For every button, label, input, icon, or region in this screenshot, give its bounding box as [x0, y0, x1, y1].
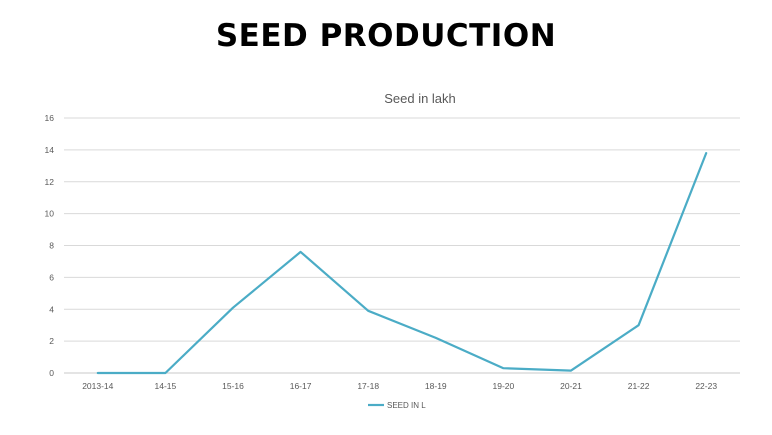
x-tick-label: 20-21: [560, 381, 582, 391]
x-tick-label: 16-17: [290, 381, 312, 391]
x-tick-label: 14-15: [155, 381, 177, 391]
series-line: [96, 152, 708, 375]
x-tick-label: 19-20: [493, 381, 515, 391]
y-tick-label: 6: [49, 272, 54, 282]
y-axis-ticks: 0 2 4 6 8 10 12 14 16: [45, 113, 55, 378]
legend-label: SEED IN L: [387, 401, 426, 410]
y-tick-label: 14: [45, 145, 55, 155]
y-tick-label: 0: [49, 368, 54, 378]
y-tick-label: 4: [49, 304, 54, 314]
x-tick-label: 2013-14: [82, 381, 113, 391]
x-tick-label: 17-18: [357, 381, 379, 391]
series-group: [96, 152, 708, 375]
x-tick-label: 18-19: [425, 381, 447, 391]
y-tick-label: 10: [45, 209, 55, 219]
x-tick-label: 22-23: [695, 381, 717, 391]
grid-lines: [64, 117, 740, 374]
y-tick-label: 16: [45, 113, 55, 123]
x-tick-label: 15-16: [222, 381, 244, 391]
x-axis-ticks: 2013-14 14-15 15-16 16-17 17-18 18-19 19-20 20-…: [82, 381, 717, 391]
chart-title: Seed in lakh: [384, 91, 456, 106]
y-tick-label: 12: [45, 177, 55, 187]
y-tick-label: 2: [49, 336, 54, 346]
y-tick-label: 8: [49, 241, 54, 251]
slide-title: SEED PRODUCTION: [215, 18, 557, 54]
x-tick-label: 21-22: [628, 381, 650, 391]
legend: SEED IN L: [368, 401, 426, 410]
